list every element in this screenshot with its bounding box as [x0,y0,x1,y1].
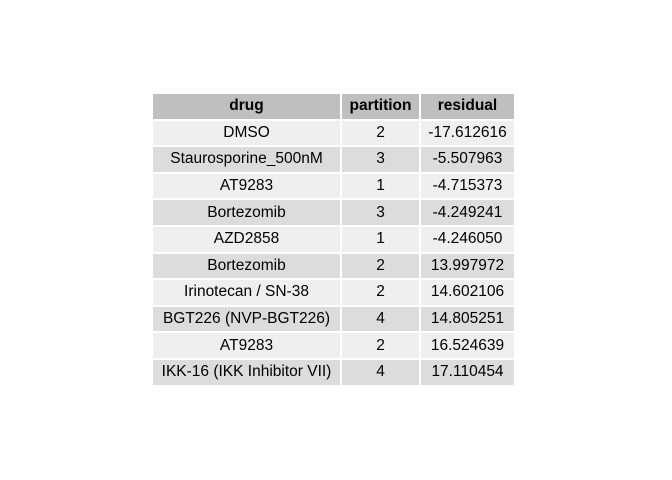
residual-table-container: drug partition residual DMSO 2 -17.612616 S… [153,94,514,385]
table-row: BGT226 (NVP-BGT226) 4 14.805251 [153,306,514,332]
drug-cell: AT9283 [153,173,340,199]
drug-cell: Bortezomib [153,253,340,279]
residual-cell: -4.246050 [421,226,514,252]
partition-cell: 4 [342,359,419,385]
residual-cell: -4.249241 [421,200,514,225]
column-header-partition: partition [342,94,419,119]
residual-cell: 16.524639 [421,333,514,358]
table-row: Staurosporine_500nM 3 -5.507963 [153,147,514,172]
partition-cell: 4 [342,306,419,332]
table-header-row: drug partition residual [153,94,514,119]
partition-cell: 1 [342,226,419,252]
table-row: AZD2858 1 -4.246050 [153,226,514,252]
drug-cell: AT9283 [153,333,340,358]
partition-cell: 2 [342,120,419,146]
drug-cell: IKK-16 (IKK Inhibitor VII) [153,359,340,385]
partition-cell: 3 [342,200,419,225]
residual-cell: 17.110454 [421,359,514,385]
partition-cell: 3 [342,147,419,172]
partition-cell: 2 [342,333,419,358]
table-row: Irinotecan / SN-38 2 14.602106 [153,280,514,305]
table-row: IKK-16 (IKK Inhibitor VII) 4 17.110454 [153,359,514,385]
residual-cell: 13.997972 [421,253,514,279]
residual-cell: -4.715373 [421,173,514,199]
column-header-residual: residual [421,94,514,119]
drug-cell: DMSO [153,120,340,146]
table-row: AT9283 1 -4.715373 [153,173,514,199]
drug-cell: AZD2858 [153,226,340,252]
residual-cell: -17.612616 [421,120,514,146]
partition-cell: 2 [342,253,419,279]
partition-cell: 1 [342,173,419,199]
residual-table: drug partition residual DMSO 2 -17.612616 S… [151,92,516,387]
table-row: DMSO 2 -17.612616 [153,120,514,146]
partition-cell: 2 [342,280,419,305]
residual-cell: 14.805251 [421,306,514,332]
drug-cell: Irinotecan / SN-38 [153,280,340,305]
table-row: AT9283 2 16.524639 [153,333,514,358]
table-row: Bortezomib 3 -4.249241 [153,200,514,225]
column-header-drug: drug [153,94,340,119]
drug-cell: Bortezomib [153,200,340,225]
drug-cell: BGT226 (NVP-BGT226) [153,306,340,332]
table-body: DMSO 2 -17.612616 Staurosporine_500nM 3 -5.50… [153,120,514,385]
residual-cell: -5.507963 [421,147,514,172]
drug-cell: Staurosporine_500nM [153,147,340,172]
residual-cell: 14.602106 [421,280,514,305]
table-row: Bortezomib 2 13.997972 [153,253,514,279]
